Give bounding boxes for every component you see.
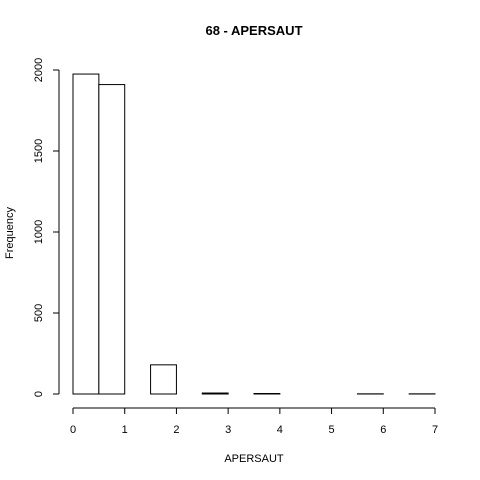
histogram-bar <box>72 73 100 395</box>
x-tick-label: 3 <box>225 424 231 436</box>
x-tick-label: 6 <box>380 424 386 436</box>
y-axis: 0 500 1000 1500 2000 <box>33 58 60 397</box>
y-tick-label: 1000 <box>33 220 45 244</box>
x-tick-label: 7 <box>432 424 438 436</box>
x-tick-label: 1 <box>122 424 128 436</box>
x-axis-label: APERSAUT <box>224 453 284 465</box>
histogram-bar <box>201 392 229 395</box>
histogram-bar <box>98 84 126 395</box>
x-tick-label: 2 <box>173 424 179 436</box>
y-tick-label: 1500 <box>33 139 45 163</box>
y-tick-label: 500 <box>33 304 45 322</box>
chart-title: 68 - APERSAUT <box>205 23 302 38</box>
y-tick-label: 0 <box>33 391 45 397</box>
x-tick-label: 5 <box>329 424 335 436</box>
histogram-bar <box>150 364 177 395</box>
x-tick-label: 4 <box>277 424 283 436</box>
y-tick-label: 2000 <box>33 58 45 82</box>
x-axis: 0 1 2 3 4 5 6 7 <box>70 407 438 436</box>
y-axis-label: Frequency <box>4 207 16 259</box>
bars-group <box>72 73 436 395</box>
x-tick-label: 0 <box>70 424 76 436</box>
